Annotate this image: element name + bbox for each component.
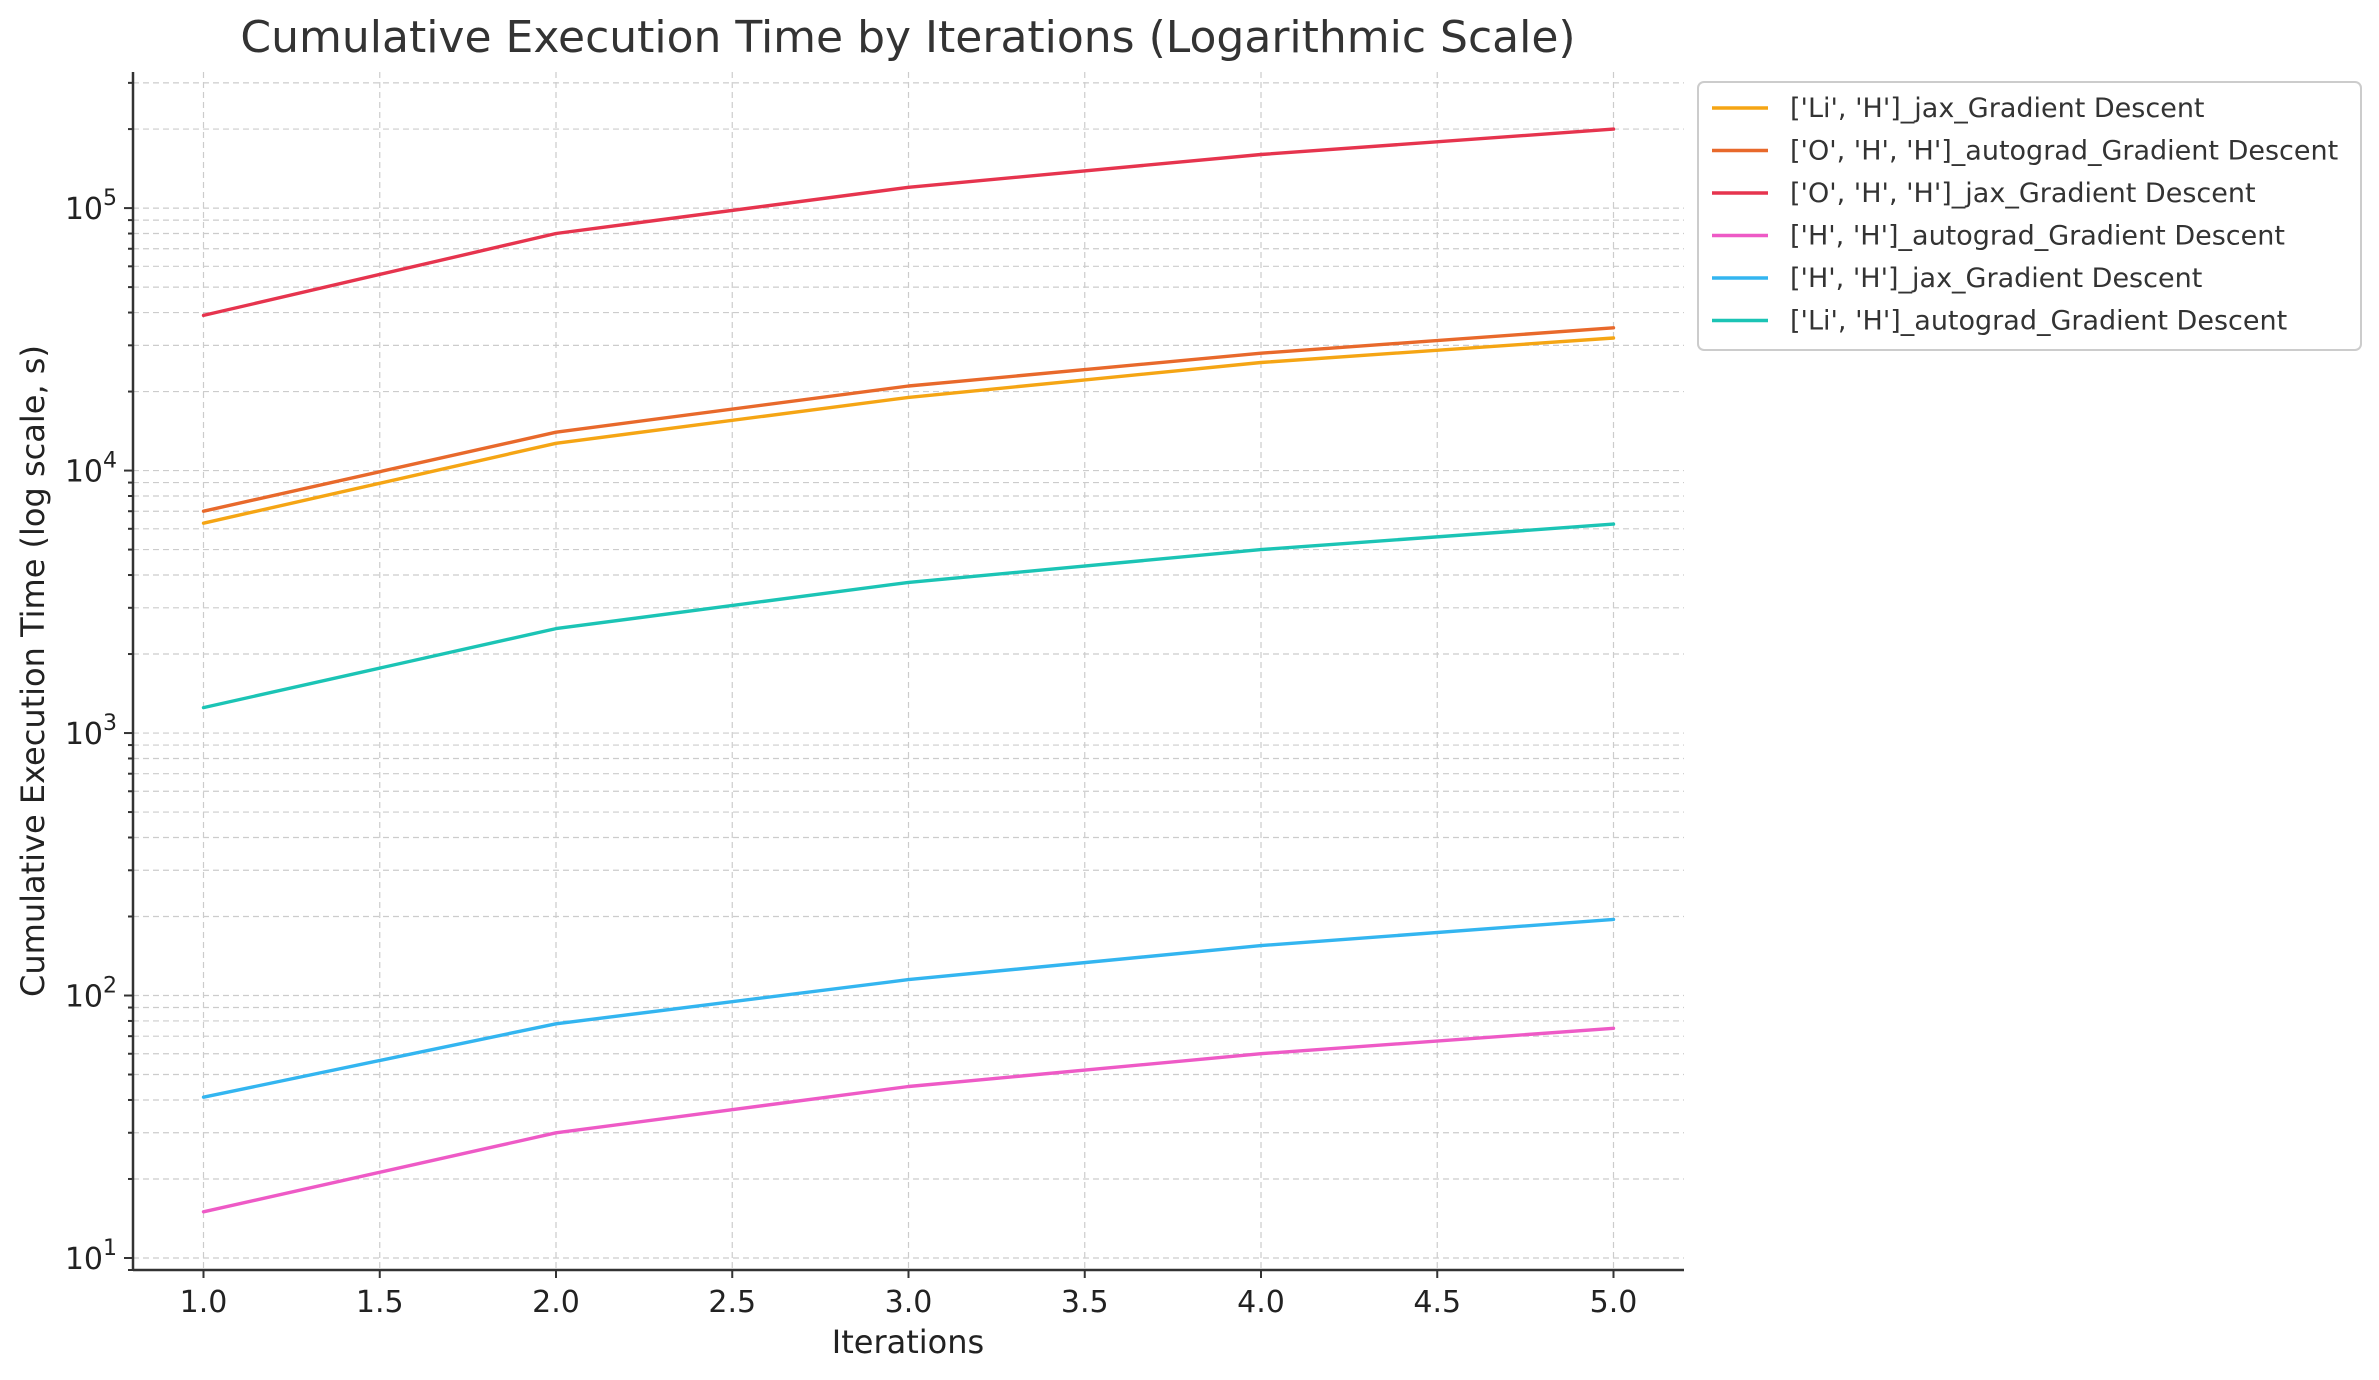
- y-tick-label: 101: [65, 1236, 117, 1277]
- y-tick-exponent: 5: [103, 186, 117, 211]
- y-tick-label: 104: [65, 449, 117, 490]
- y-tick-label: 105: [65, 186, 117, 227]
- y-axis-label: Cumulative Execution Time (log scale, s): [14, 345, 52, 997]
- series-line-2: [201, 326, 1616, 513]
- series-lines: [201, 127, 1616, 1214]
- y-tick-label: 103: [65, 711, 117, 752]
- x-tick-label: 3.0: [885, 1285, 933, 1320]
- y-tick-exponent: 2: [103, 974, 117, 999]
- y-tick-exponent: 1: [103, 1236, 117, 1261]
- series-line-5: [201, 917, 1616, 1099]
- y-tick-base: 10: [65, 192, 103, 227]
- x-tick-label: 1.5: [356, 1285, 404, 1320]
- legend-items: ['Li', 'H']_jax_Gradient Descent ['O', 'H…: [1712, 93, 2338, 337]
- legend-label: ['Li', 'H']_autograd_Gradient Descent: [1790, 306, 2287, 337]
- x-tick-label: 5.0: [1590, 1285, 1638, 1320]
- legend-label: ['H', 'H']_autograd_Gradient Descent: [1790, 221, 2285, 252]
- legend-box: [1697, 81, 2362, 351]
- y-tick-base: 10: [65, 980, 103, 1015]
- series-line-6: [201, 522, 1616, 710]
- x-axis-label: Iterations: [832, 1323, 984, 1361]
- y-tick-base: 10: [65, 1242, 103, 1277]
- y-tick-exponent: 3: [103, 711, 117, 736]
- grid: [133, 72, 1684, 1271]
- legend-label: ['Li', 'H']_jax_Gradient Descent: [1790, 93, 2205, 124]
- x-tick-label: 3.5: [1061, 1285, 1109, 1320]
- x-tick-label: 2.0: [532, 1285, 580, 1320]
- legend-label: ['H', 'H']_jax_Gradient Descent: [1790, 263, 2202, 294]
- x-tick-label: 4.0: [1237, 1285, 1285, 1320]
- x-tick-label: 1.0: [180, 1285, 228, 1320]
- x-tick-label: 2.5: [708, 1285, 756, 1320]
- x-tick-label: 4.5: [1413, 1285, 1461, 1320]
- legend: ['Li', 'H']_jax_Gradient Descent ['O', 'H…: [1697, 81, 2362, 351]
- legend-label: ['O', 'H', 'H']_autograd_Gradient Descen…: [1790, 136, 2338, 167]
- y-tick-base: 10: [65, 455, 103, 490]
- series-line-1: [201, 336, 1616, 525]
- y-tick-base: 10: [65, 717, 103, 752]
- legend-label: ['O', 'H', 'H']_jax_Gradient Descent: [1790, 178, 2256, 209]
- chart-title: Cumulative Execution Time by Iterations …: [240, 12, 1575, 63]
- y-tick-exponent: 4: [103, 449, 117, 474]
- series-line-4: [201, 1026, 1616, 1214]
- y-tick-label: 102: [65, 974, 117, 1015]
- ticks: 1.0 1.5 2.0 2.5 3.0 3.5 4.0 4.5 5.01011021031041…: [65, 81, 1638, 1320]
- series-line-3: [201, 127, 1616, 318]
